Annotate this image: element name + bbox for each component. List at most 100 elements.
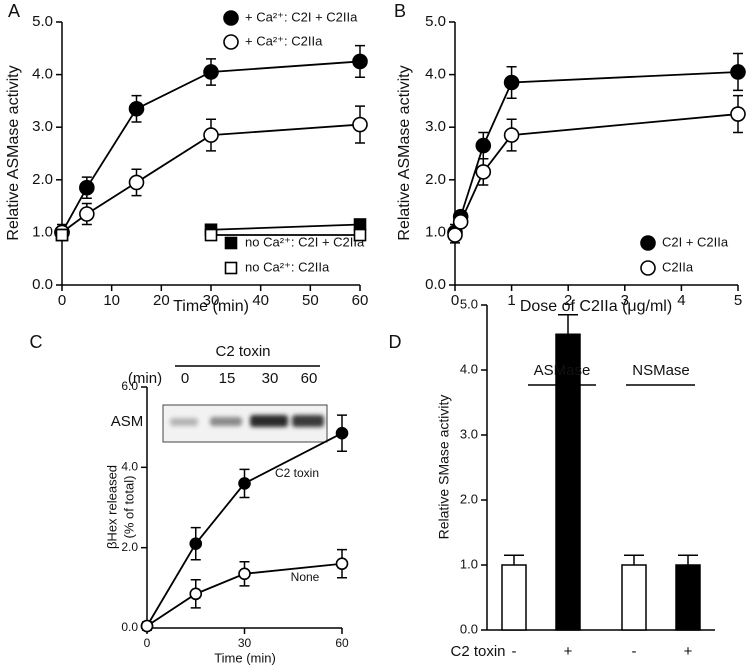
- marker: [447, 227, 463, 243]
- series-label: C2 toxin: [275, 466, 319, 480]
- marker: [128, 100, 145, 117]
- x-tick-label: 30: [203, 292, 220, 309]
- y-tick-label: 4.0: [460, 361, 478, 376]
- gel-bands: [170, 415, 324, 427]
- marker: [128, 174, 145, 191]
- marker: [475, 137, 492, 154]
- x-axis-label: Dose of C2IIa (μg/ml): [520, 298, 672, 315]
- marker: [55, 228, 69, 242]
- marker: [352, 53, 368, 70]
- x-tick-label: 20: [153, 292, 170, 309]
- legend-marker: [224, 236, 238, 250]
- marker: [204, 228, 218, 242]
- y-tick-label: 5.0: [425, 13, 446, 30]
- marker: [730, 64, 746, 80]
- y-tick-label: 0.0: [460, 621, 478, 636]
- marker: [475, 164, 492, 180]
- treatment-label: C2 toxin: [450, 643, 505, 660]
- gel-title: C2 toxin: [215, 343, 270, 360]
- x-tick-label: 0: [144, 636, 151, 650]
- x-tick-label: +: [684, 643, 693, 660]
- y-tick-label: 5.0: [32, 13, 53, 30]
- y-tick-label: 3.0: [425, 118, 446, 135]
- gel-lane-label: 15: [219, 370, 236, 387]
- y-tick-label: 4.0: [32, 66, 53, 83]
- y-axis-label: Relative ASMase activity: [5, 65, 22, 240]
- marker: [238, 567, 251, 581]
- marker: [203, 127, 219, 143]
- error-bar: [624, 554, 644, 565]
- x-tick-label: 2: [564, 292, 572, 309]
- legend-marker: [640, 260, 656, 276]
- error-bar: [504, 554, 524, 565]
- y-axis-label: βHex released: [104, 465, 119, 549]
- x-tick-label: 0: [58, 292, 66, 309]
- x-tick-label: 30: [238, 636, 252, 650]
- marker: [335, 426, 349, 440]
- marker: [79, 206, 95, 222]
- marker: [452, 214, 469, 230]
- x-tick-label: 10: [103, 292, 120, 309]
- marker: [353, 218, 367, 231]
- legend-label: no Ca²⁺: C2I + C2IIa: [245, 234, 365, 249]
- x-tick-label: -: [512, 643, 517, 660]
- y-tick-label: 4.0: [425, 66, 446, 83]
- marker: [335, 557, 349, 571]
- bar: [675, 564, 701, 631]
- marker: [140, 619, 154, 633]
- y-tick-label: 0.0: [121, 620, 138, 634]
- marker: [352, 116, 368, 133]
- x-tick-label: 40: [252, 292, 269, 309]
- group-label: ASMase: [534, 362, 591, 379]
- line: [210, 223, 361, 231]
- x-axis-label: Time (min): [214, 650, 276, 665]
- x-tick-label: +: [564, 643, 573, 660]
- y-tick-label: 3.0: [32, 118, 53, 135]
- y-axis-label: (% of total): [121, 476, 136, 539]
- legend-label: C2IIa: [662, 259, 694, 274]
- y-tick-label: 1.0: [32, 223, 53, 240]
- group-label: NSMase: [632, 362, 690, 379]
- series-label: None: [291, 570, 320, 584]
- y-axis-label: Relative SMase activity: [436, 395, 452, 540]
- legend-marker: [640, 235, 656, 251]
- bar: [501, 564, 527, 631]
- panel-label: B: [394, 1, 406, 21]
- legend-marker: [223, 10, 239, 26]
- gel-lane-label: 0: [181, 370, 189, 387]
- bar: [555, 333, 581, 631]
- error-bar: [558, 314, 578, 335]
- y-tick-label: 6.0: [121, 379, 138, 393]
- marker: [353, 228, 367, 242]
- line: [146, 562, 343, 627]
- gel-band: [170, 418, 198, 426]
- marker: [503, 127, 520, 143]
- x-axis-label: Time (min): [173, 298, 249, 315]
- y-tick-label: 1.0: [425, 223, 446, 240]
- x-tick-label: 60: [335, 636, 349, 650]
- marker: [189, 587, 203, 601]
- gel-unit-label: (min): [128, 370, 162, 387]
- x-tick-label: 50: [302, 292, 319, 309]
- line: [454, 113, 739, 236]
- legend-marker: [224, 261, 238, 275]
- panel-label: A: [8, 1, 20, 21]
- line: [146, 432, 343, 627]
- legend-marker: [223, 34, 239, 50]
- y-tick-label: 0.0: [425, 276, 446, 293]
- y-tick-label: 5.0: [460, 296, 478, 311]
- gel-lane-label: 60: [301, 370, 318, 387]
- legend-label: + Ca²⁺: C2I + C2IIa: [245, 9, 358, 24]
- gel-band: [250, 415, 288, 427]
- x-tick-label: 0: [451, 292, 459, 309]
- marker: [730, 106, 746, 122]
- gel-lane-label: 30: [262, 370, 279, 387]
- marker: [79, 179, 95, 196]
- panel-label: C: [30, 332, 43, 352]
- gel-row-label: ASM: [111, 413, 144, 430]
- y-tick-label: 0.0: [32, 276, 53, 293]
- legend-label: no Ca²⁺: C2IIa: [245, 259, 330, 274]
- x-tick-label: 1: [507, 292, 515, 309]
